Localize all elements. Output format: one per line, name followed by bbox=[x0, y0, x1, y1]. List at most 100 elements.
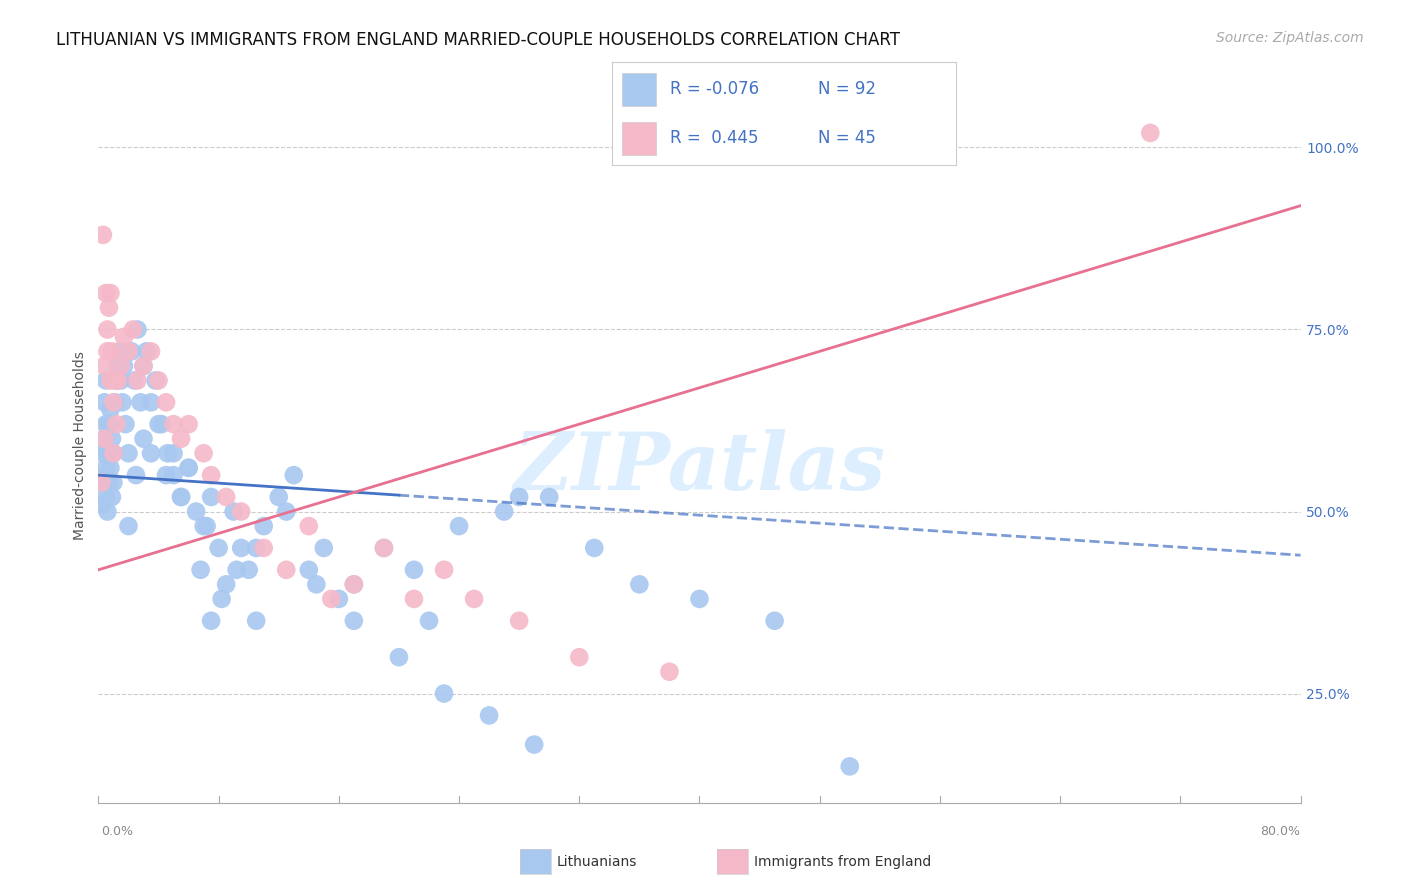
Point bbox=[193, 519, 215, 533]
Point bbox=[96, 446, 118, 460]
Point bbox=[208, 541, 231, 555]
Point bbox=[100, 402, 122, 417]
Point bbox=[628, 577, 651, 591]
Point bbox=[211, 591, 233, 606]
Point bbox=[231, 504, 253, 518]
Point bbox=[245, 614, 267, 628]
Point bbox=[97, 301, 120, 315]
Point bbox=[117, 446, 139, 460]
Point bbox=[93, 468, 115, 483]
Point bbox=[132, 432, 155, 446]
Point bbox=[170, 432, 193, 446]
Point bbox=[100, 460, 122, 475]
Y-axis label: Married-couple Households: Married-couple Households bbox=[73, 351, 87, 541]
Point bbox=[96, 344, 118, 359]
Point bbox=[222, 504, 245, 518]
Point bbox=[114, 417, 136, 432]
Point bbox=[245, 541, 267, 555]
Point bbox=[132, 359, 155, 373]
Point bbox=[200, 490, 222, 504]
Point bbox=[170, 490, 193, 504]
Point bbox=[763, 614, 786, 628]
Point bbox=[373, 541, 395, 555]
Point bbox=[139, 446, 162, 460]
Point bbox=[162, 417, 184, 432]
Point bbox=[193, 446, 215, 460]
Text: R =  0.445: R = 0.445 bbox=[671, 129, 759, 147]
Point bbox=[494, 504, 516, 518]
Point bbox=[433, 563, 456, 577]
Point bbox=[253, 541, 276, 555]
Point bbox=[104, 395, 127, 409]
Point bbox=[305, 577, 328, 591]
Text: Source: ZipAtlas.com: Source: ZipAtlas.com bbox=[1216, 31, 1364, 45]
Point bbox=[373, 541, 395, 555]
Point bbox=[112, 359, 135, 373]
Point bbox=[298, 563, 321, 577]
Point bbox=[225, 563, 247, 577]
Point bbox=[215, 490, 238, 504]
FancyBboxPatch shape bbox=[621, 122, 657, 155]
Text: ZIPatlas: ZIPatlas bbox=[513, 429, 886, 506]
Text: 0.0%: 0.0% bbox=[101, 825, 134, 838]
Point bbox=[155, 395, 177, 409]
Text: Immigrants from England: Immigrants from England bbox=[754, 855, 931, 869]
Point bbox=[148, 374, 170, 388]
Point bbox=[155, 468, 177, 483]
Point bbox=[195, 519, 218, 533]
Point bbox=[127, 374, 149, 388]
Point bbox=[110, 374, 132, 388]
Point bbox=[93, 395, 115, 409]
Point bbox=[508, 614, 530, 628]
Point bbox=[96, 504, 118, 518]
Point bbox=[132, 359, 155, 373]
Point bbox=[343, 577, 366, 591]
Point bbox=[94, 490, 117, 504]
Point bbox=[388, 650, 411, 665]
Text: N = 45: N = 45 bbox=[818, 129, 876, 147]
Point bbox=[538, 490, 561, 504]
Point bbox=[283, 468, 305, 483]
Point bbox=[103, 446, 125, 460]
Point bbox=[96, 322, 118, 336]
Point bbox=[238, 563, 260, 577]
Point bbox=[190, 563, 212, 577]
Point bbox=[321, 591, 343, 606]
Point bbox=[94, 374, 117, 388]
Point bbox=[101, 432, 124, 446]
Point bbox=[139, 344, 162, 359]
Point bbox=[91, 446, 114, 460]
Point bbox=[97, 475, 120, 490]
Point bbox=[94, 417, 117, 432]
Point bbox=[127, 322, 149, 336]
Point bbox=[689, 591, 711, 606]
Point bbox=[108, 344, 131, 359]
Point bbox=[463, 591, 485, 606]
Point bbox=[93, 432, 115, 446]
Point bbox=[583, 541, 606, 555]
Point bbox=[231, 541, 253, 555]
Point bbox=[107, 359, 129, 373]
Point bbox=[145, 374, 167, 388]
Point bbox=[97, 417, 120, 432]
Point bbox=[139, 395, 162, 409]
Point bbox=[200, 468, 222, 483]
Point bbox=[1139, 126, 1161, 140]
Point bbox=[184, 504, 207, 518]
Point bbox=[129, 395, 152, 409]
Point bbox=[111, 395, 134, 409]
Text: 80.0%: 80.0% bbox=[1261, 825, 1301, 838]
Point bbox=[100, 374, 122, 388]
Point bbox=[101, 344, 124, 359]
Point bbox=[124, 374, 146, 388]
Text: R = -0.076: R = -0.076 bbox=[671, 80, 759, 98]
Point bbox=[107, 374, 129, 388]
Point bbox=[343, 577, 366, 591]
Point bbox=[100, 286, 122, 301]
Point bbox=[253, 519, 276, 533]
Point bbox=[117, 344, 139, 359]
Point bbox=[94, 460, 117, 475]
Point bbox=[90, 475, 112, 490]
Point bbox=[91, 497, 114, 511]
Point bbox=[117, 519, 139, 533]
